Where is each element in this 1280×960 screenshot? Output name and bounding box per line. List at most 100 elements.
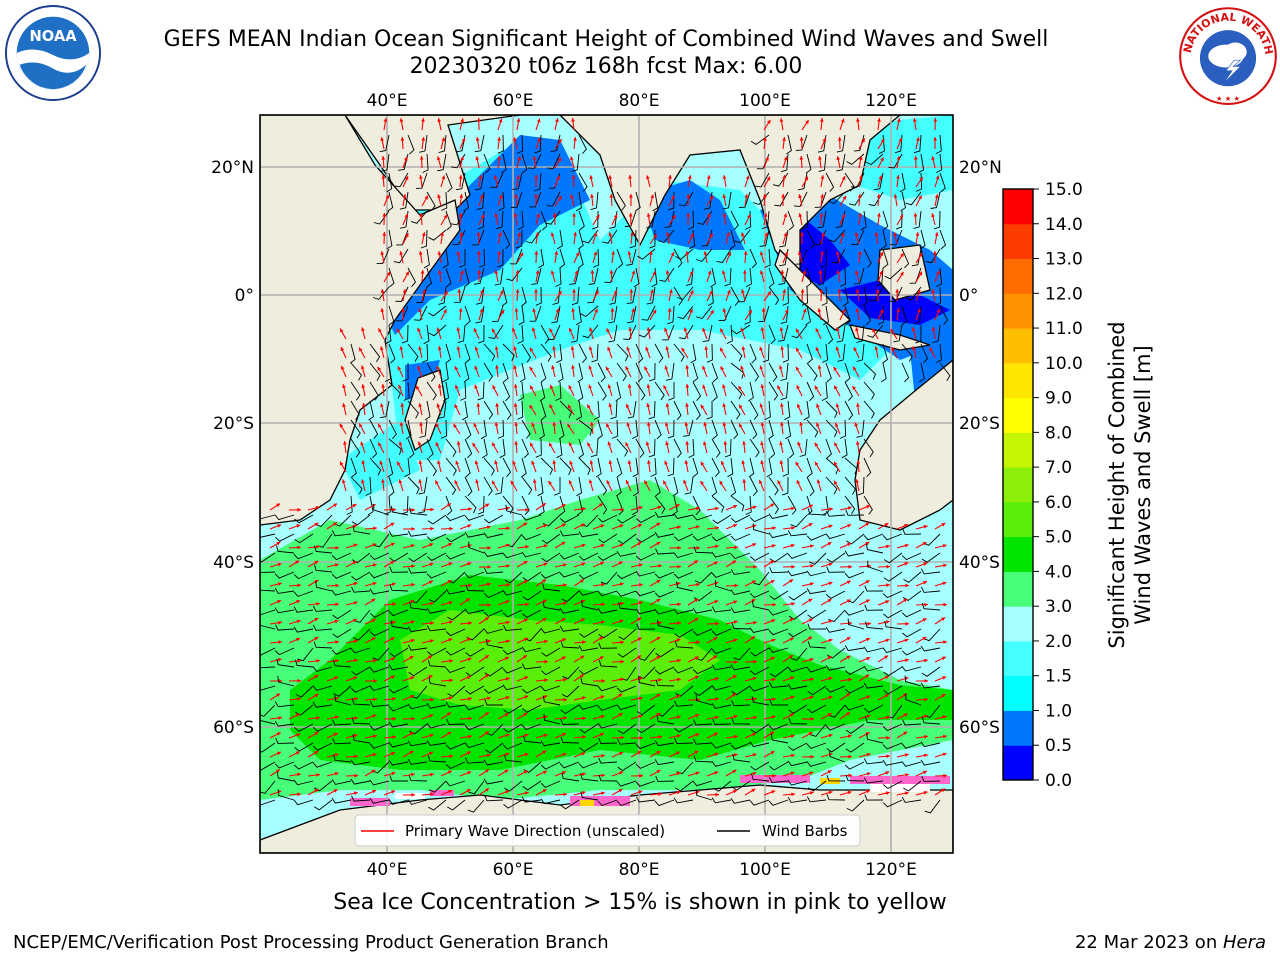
- wind-barb: [635, 590, 656, 597]
- wind-barb: [662, 324, 675, 341]
- wave-direction-arrowhead: [923, 714, 928, 719]
- wave-direction-arrowhead: [563, 601, 567, 606]
- wave-direction-arrowhead: [759, 346, 763, 351]
- wind-barb: [617, 647, 637, 658]
- wind-barb: [902, 628, 922, 638]
- wave-direction-arrowhead: [625, 442, 629, 447]
- wind-barb: [787, 530, 808, 537]
- title-line-2: 20230320 t06z 168h fcst Max: 6.00: [409, 54, 803, 79]
- wind-barb: [369, 588, 390, 595]
- wind-barb: [480, 419, 487, 440]
- wave-direction-arrowhead: [607, 346, 611, 351]
- wave-direction-arrowhead: [740, 232, 745, 237]
- wind-barb: [427, 659, 447, 668]
- wind-barb: [711, 457, 720, 477]
- wave-direction-arrowhead: [805, 120, 809, 124]
- wind-barb: [294, 533, 314, 544]
- wave-direction-arrowhead: [677, 621, 681, 625]
- wave-direction-arrowhead: [752, 753, 757, 757]
- wind-barb: [882, 723, 903, 732]
- wind-barb: [346, 495, 353, 515]
- wave-direction-arrowhead: [581, 562, 586, 567]
- wave-direction-arrowhead: [837, 289, 842, 293]
- wave-direction-arrowhead: [485, 731, 489, 735]
- wind-barb: [522, 780, 542, 791]
- top-lon-label: 120°E: [865, 91, 917, 111]
- wave-direction-arrowhead: [498, 232, 502, 237]
- wind-barb: [521, 419, 531, 439]
- wave-direction-arrowhead: [607, 441, 612, 446]
- wind-barb: [575, 191, 582, 212]
- wave-direction-arrowhead: [339, 423, 344, 428]
- wind-barb: [667, 457, 675, 477]
- wind-barb: [351, 666, 371, 676]
- wave-direction-arrowhead: [819, 289, 824, 293]
- wave-direction-arrowhead: [448, 789, 453, 794]
- wind-barb: [590, 438, 599, 458]
- wind-barb: [312, 723, 333, 732]
- wind-barb: [823, 305, 829, 326]
- wind-barb: [749, 343, 757, 364]
- wind-barb: [499, 438, 506, 459]
- wave-direction-arrowhead: [549, 404, 553, 409]
- wave-direction-arrowhead: [664, 365, 669, 370]
- wind-barb: [576, 476, 583, 497]
- wind-barb: [334, 695, 352, 706]
- wave-direction-arrowhead: [437, 460, 441, 465]
- wave-direction-arrowhead: [570, 156, 574, 161]
- wave-direction-arrowhead: [295, 751, 300, 755]
- colorbar-tick-label: 3.0: [1045, 597, 1072, 617]
- wave-direction-arrowhead: [477, 270, 482, 274]
- wave-direction-arrowhead: [933, 118, 938, 122]
- wind-barb: [768, 286, 780, 306]
- wind-barb: [616, 476, 622, 497]
- wave-direction-arrowhead: [476, 232, 481, 236]
- wind-barb: [711, 571, 732, 578]
- wind-barb: [464, 608, 485, 615]
- wind-barb: [579, 723, 599, 734]
- wave-direction-arrowhead: [828, 790, 833, 795]
- wave-direction-arrowhead: [443, 214, 447, 219]
- wind-barb: [293, 799, 314, 806]
- wind-barb: [844, 571, 865, 579]
- wave-direction-arrowhead: [874, 346, 879, 350]
- wind-barb: [807, 780, 827, 792]
- wave-direction-arrowhead: [848, 773, 852, 778]
- wave-direction-arrowhead: [846, 712, 850, 716]
- land-sumatra: [774, 248, 852, 331]
- wind-barb: [483, 343, 496, 362]
- wind-barb: [667, 305, 675, 325]
- wind-barb: [844, 685, 865, 694]
- wind-barb: [537, 476, 544, 497]
- wave-direction-arrowhead: [600, 524, 605, 528]
- wave-direction-arrowhead: [391, 657, 396, 661]
- wave-direction-arrowhead: [276, 732, 281, 736]
- wind-barb: [692, 628, 713, 636]
- wave-direction-arrowhead: [418, 308, 423, 313]
- wave-direction-arrowhead: [619, 771, 624, 775]
- top-lon-label: 40°E: [367, 91, 408, 111]
- colorbar-tick-label: 2.0: [1045, 632, 1072, 652]
- wind-barb: [351, 795, 371, 802]
- wave-direction-arrowhead: [866, 772, 871, 776]
- wind-barb: [598, 757, 618, 764]
- wind-barb: [807, 704, 827, 714]
- wind-barb: [787, 760, 808, 767]
- wind-barb: [260, 514, 276, 520]
- wave-direction-arrowhead: [835, 346, 840, 351]
- wave-direction-arrowhead: [738, 385, 742, 390]
- wind-barb: [408, 774, 428, 782]
- wave-direction-arrowhead: [799, 422, 803, 426]
- wind-barb: [807, 623, 827, 630]
- wave-direction-arrowhead: [341, 365, 345, 370]
- wave-direction-arrowhead: [493, 175, 498, 180]
- wave-direction-arrowhead: [552, 422, 557, 426]
- wave-direction-arrowhead: [639, 773, 643, 778]
- wind-barb: [915, 324, 922, 344]
- wind-barb: [502, 457, 512, 477]
- wind-barb: [674, 640, 694, 649]
- wind-barb: [351, 514, 371, 526]
- wind-barb: [764, 400, 771, 421]
- colorbar-cell: [1003, 536, 1033, 572]
- wind-barb: [902, 719, 922, 726]
